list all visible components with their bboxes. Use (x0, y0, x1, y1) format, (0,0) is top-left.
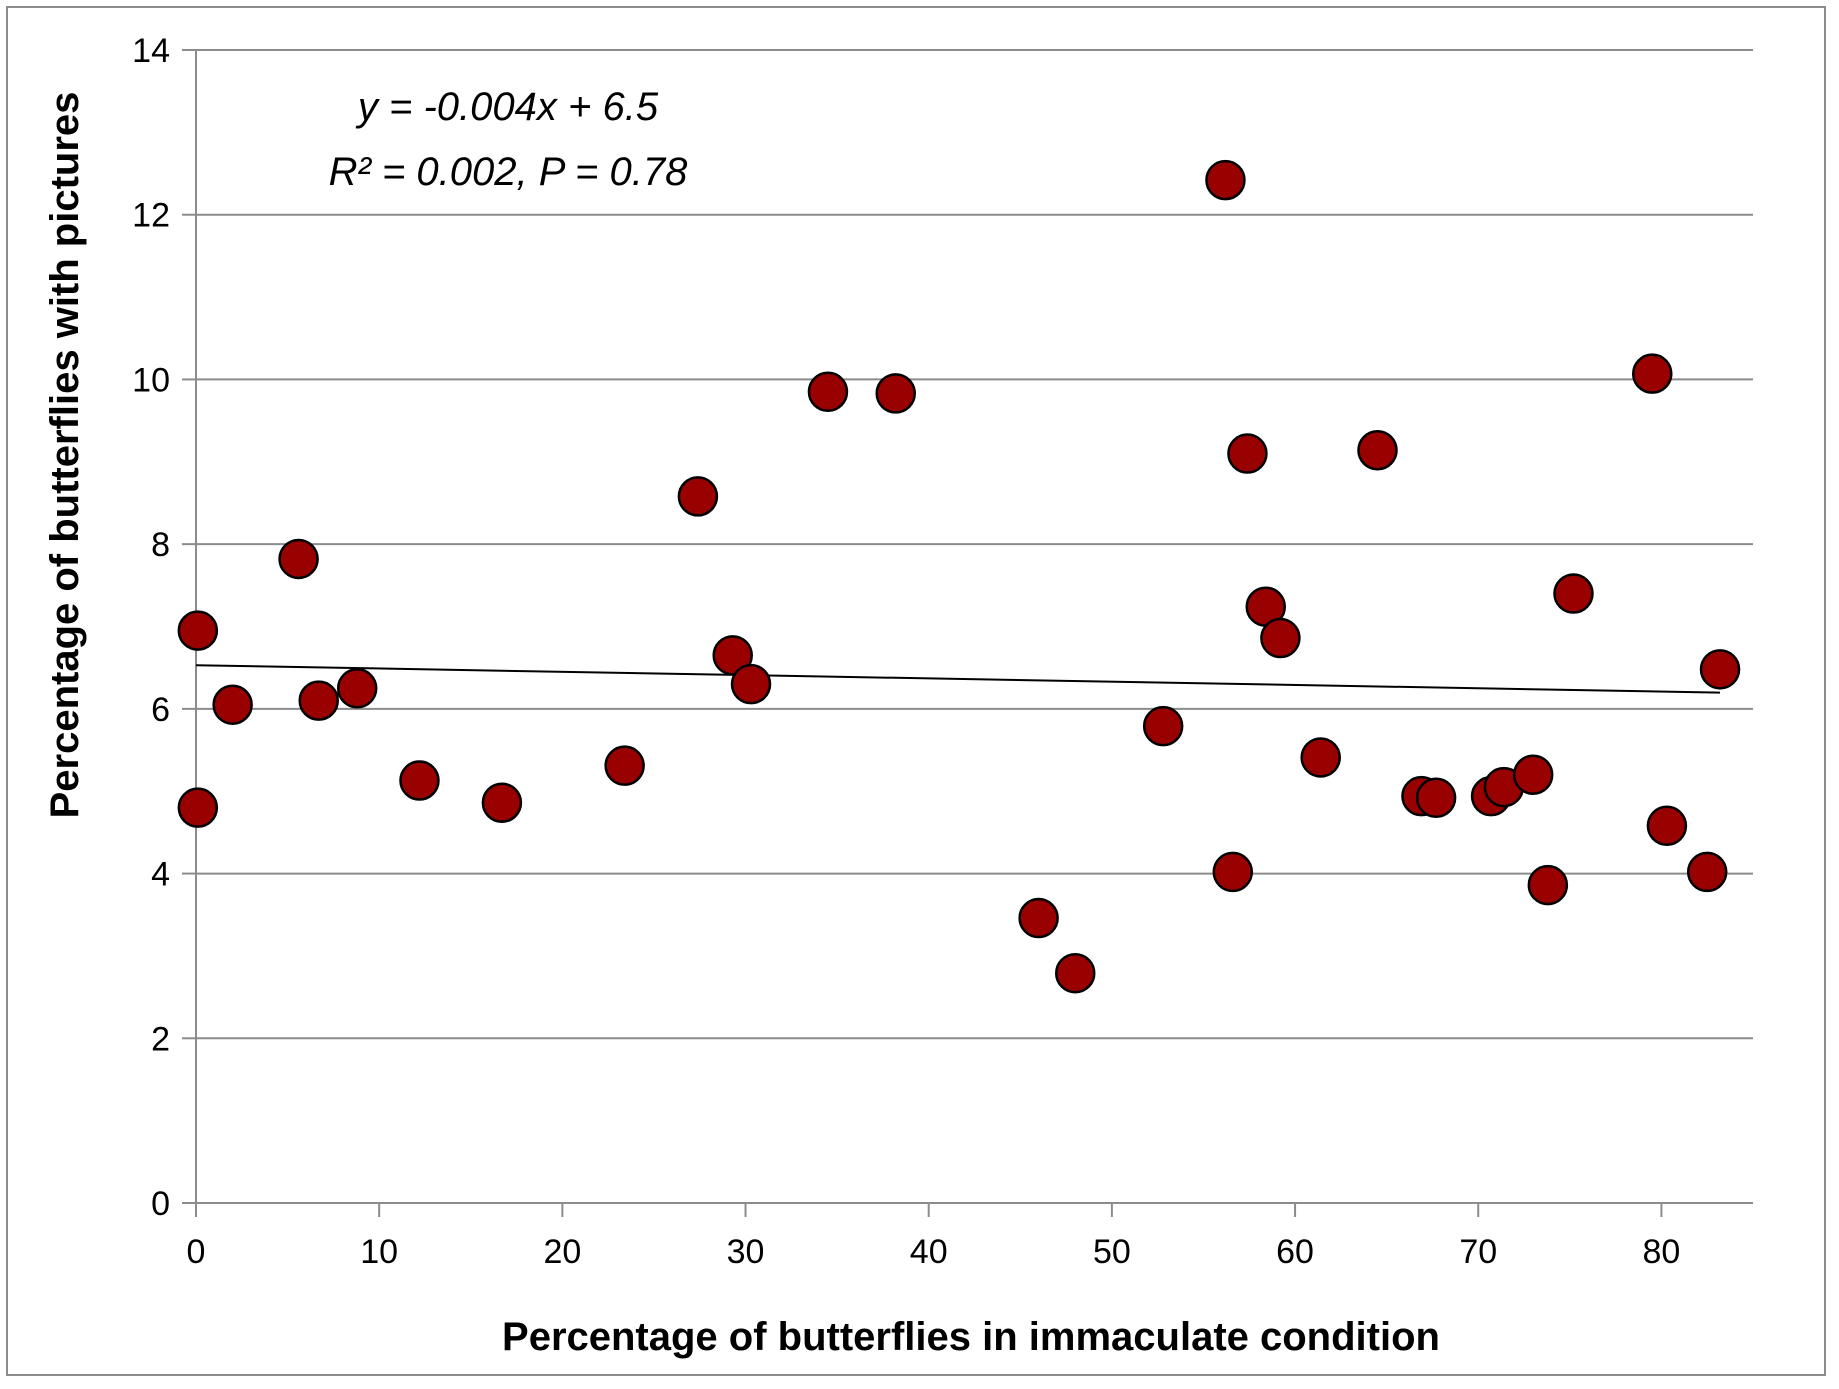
x-tick-label: 40 (910, 1233, 948, 1271)
data-point (1142, 705, 1184, 747)
y-tick-label: 0 (151, 1185, 170, 1223)
data-point (1646, 805, 1688, 847)
data-point (1686, 851, 1728, 893)
data-point (481, 782, 523, 823)
y-tick-label: 12 (132, 197, 170, 235)
x-tick-label: 60 (1276, 1233, 1314, 1271)
data-point (604, 745, 645, 786)
data-point (1415, 777, 1457, 819)
data-point (1699, 649, 1741, 690)
data-point (177, 787, 219, 828)
data-point (1527, 864, 1569, 906)
data-point (212, 684, 253, 725)
data-point (298, 680, 339, 721)
y-tick-label: 10 (132, 361, 170, 399)
data-point (1553, 573, 1594, 614)
trendline (195, 664, 1721, 694)
x-tick-label: 70 (1459, 1233, 1497, 1271)
data-point (712, 635, 753, 676)
x-tick-label: 20 (543, 1233, 581, 1271)
data-point (1357, 430, 1398, 471)
data-point (1054, 952, 1096, 994)
data-point (1512, 754, 1554, 795)
data-point (1632, 353, 1673, 394)
data-point (1300, 737, 1341, 778)
regression-equation: y = -0.004x + 6.5 (355, 85, 659, 129)
x-tick-label: 0 (187, 1233, 206, 1271)
y-tick-label: 14 (132, 32, 170, 70)
data-point (1227, 433, 1268, 474)
data-point (875, 373, 916, 414)
data-point (1212, 851, 1254, 893)
y-tick-label: 6 (151, 691, 170, 729)
gridlines (196, 49, 1753, 1040)
tick-labels: 0 2 4 6 8 10 12 14 0 10 20 30 40 50 60 70 80 (132, 32, 1680, 1271)
data-point (677, 476, 719, 517)
y-tick-label: 2 (151, 1020, 170, 1058)
x-tick-label: 30 (727, 1233, 765, 1271)
data-point (336, 668, 378, 709)
data-point (1018, 897, 1059, 939)
data-points (177, 159, 1741, 994)
y-tick-label: 8 (151, 526, 170, 564)
data-point (177, 610, 219, 651)
axes (182, 49, 1753, 1217)
data-point (807, 371, 849, 413)
x-axis-title: Percentage of butterflies in immaculate … (502, 1315, 1440, 1359)
data-point (730, 663, 772, 705)
data-point (1260, 617, 1301, 659)
data-point (1205, 159, 1246, 201)
x-tick-label: 80 (1642, 1233, 1680, 1271)
x-tick-label: 50 (1093, 1233, 1131, 1271)
x-tick-label: 10 (360, 1233, 398, 1271)
data-point (399, 760, 440, 801)
data-point (278, 538, 319, 580)
regression-statistics: R² = 0.002, P = 0.78 (329, 150, 689, 194)
y-tick-label: 4 (151, 856, 170, 894)
y-axis-title: Percentage of butterflies with pictures (43, 92, 87, 819)
trendline-group (195, 664, 1721, 694)
